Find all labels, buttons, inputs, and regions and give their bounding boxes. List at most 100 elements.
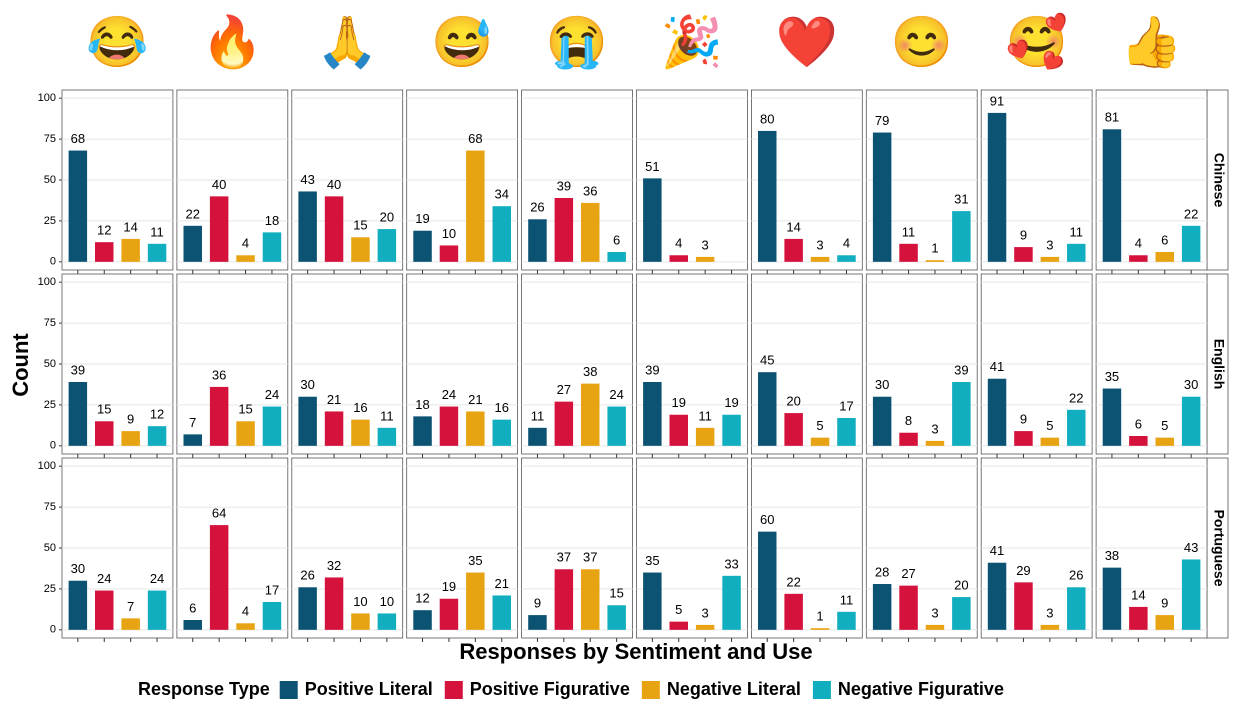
value-label: 24 [97,571,111,586]
value-label: 20 [786,394,800,409]
value-label: 26 [1069,568,1083,583]
y-tick-label: 0 [50,256,56,268]
bar [872,396,892,446]
value-label: 40 [327,177,341,192]
bar [554,569,574,630]
bar [925,624,945,630]
y-tick-label: 0 [50,624,56,636]
bar [377,427,397,446]
bar [1040,624,1060,630]
value-label: 3 [702,237,709,252]
value-label: 14 [123,219,137,234]
bar [1129,255,1148,262]
value-label: 6 [613,232,620,247]
value-label: 17 [265,582,279,597]
value-label: 5 [1161,418,1168,433]
y-tick-label: 100 [38,92,56,104]
legend-swatch [444,681,463,699]
bar [351,237,370,262]
value-label: 19 [415,211,429,226]
value-label: 68 [468,131,482,146]
bar [952,211,971,262]
bar [758,531,777,630]
value-label: 10 [442,226,456,241]
value-label: 6 [1161,232,1168,247]
legend-label: Negative Figurative [838,679,1004,699]
bar [837,255,856,262]
value-label: 60 [760,512,774,527]
bar [492,419,511,446]
y-tick-label: 75 [44,501,56,513]
value-label: 41 [990,359,1004,374]
bar [298,191,317,262]
value-label: 9 [1161,596,1168,611]
bar [1067,409,1086,446]
bar [413,416,432,446]
bar [413,610,432,630]
x-axis-label: Responses by Sentiment and Use [459,639,812,664]
value-label: 15 [97,402,111,417]
value-label: 3 [931,605,938,620]
value-label: 39 [645,362,659,377]
strip-label: Portuguese [1211,509,1227,586]
value-label: 40 [212,177,226,192]
bar [236,623,255,630]
column-header: 😂 [86,14,148,70]
y-tick-label: 75 [44,133,56,145]
value-label: 91 [990,93,1004,108]
value-label: 5 [816,418,823,433]
bar [262,602,282,630]
value-label: 9 [1020,412,1027,427]
value-label: 11 [902,224,916,239]
value-label: 39 [557,178,571,193]
value-label: 8 [905,413,912,428]
bar [784,413,803,446]
value-label: 36 [212,367,226,382]
value-label: 21 [327,392,341,407]
bar [695,256,715,262]
value-label: 30 [875,377,889,392]
legend-swatch [279,681,298,699]
bar [607,252,626,262]
value-label: 64 [212,506,226,521]
bar [95,242,114,262]
value-label: 21 [468,392,482,407]
value-label: 24 [150,571,164,586]
bar [643,178,662,262]
bar [810,437,830,446]
value-label: 22 [786,574,800,589]
bar [147,243,167,262]
value-label: 12 [97,223,111,238]
bar [209,196,229,262]
value-label: 1 [816,609,823,624]
bar [147,426,167,446]
bar [643,382,662,446]
value-label: 12 [150,407,164,422]
bar [987,112,1007,262]
bar [607,406,626,446]
value-label: 16 [495,400,509,415]
bar [147,590,167,630]
bar [1102,567,1122,630]
bar [925,440,945,446]
value-label: 30 [1184,377,1198,392]
value-label: 11 [698,408,712,423]
y-tick-label: 25 [44,583,56,595]
value-label: 7 [189,415,196,430]
value-label: 41 [990,543,1004,558]
bar [183,434,202,446]
value-label: 11 [150,224,164,239]
value-label: 10 [380,594,394,609]
bar [1155,437,1174,446]
legend-swatch [641,681,660,699]
value-label: 30 [300,377,314,392]
bar [298,587,317,630]
y-axis-label: Count [8,333,33,397]
value-label: 35 [468,553,482,568]
value-label: 7 [127,599,134,614]
legend-swatch [812,681,831,699]
bar [439,406,459,446]
column-header: 🎉 [661,13,723,72]
column-header: 🔥 [201,13,263,70]
column-header: ❤️ [776,14,839,70]
